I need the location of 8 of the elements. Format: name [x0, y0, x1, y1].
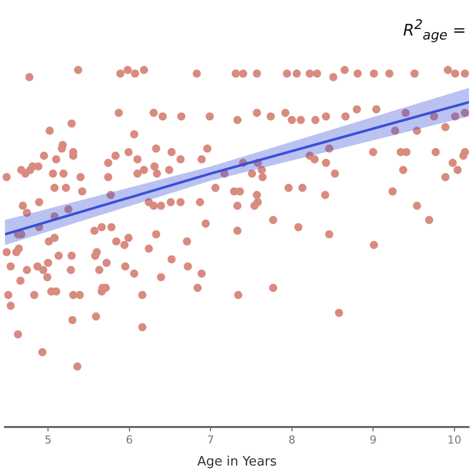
x-tick-label: 7	[207, 434, 214, 447]
x-tick-label: 6	[126, 434, 133, 447]
x-tick-label: 5	[44, 434, 52, 447]
x-tick-label: 9	[370, 434, 377, 447]
x-axis-title: Age in Years	[197, 454, 277, 470]
x-tick-label: 10	[447, 434, 462, 447]
x-tick-label: 8	[288, 434, 296, 447]
text: R$^{2}$$_{age}$ =	[403, 18, 466, 44]
